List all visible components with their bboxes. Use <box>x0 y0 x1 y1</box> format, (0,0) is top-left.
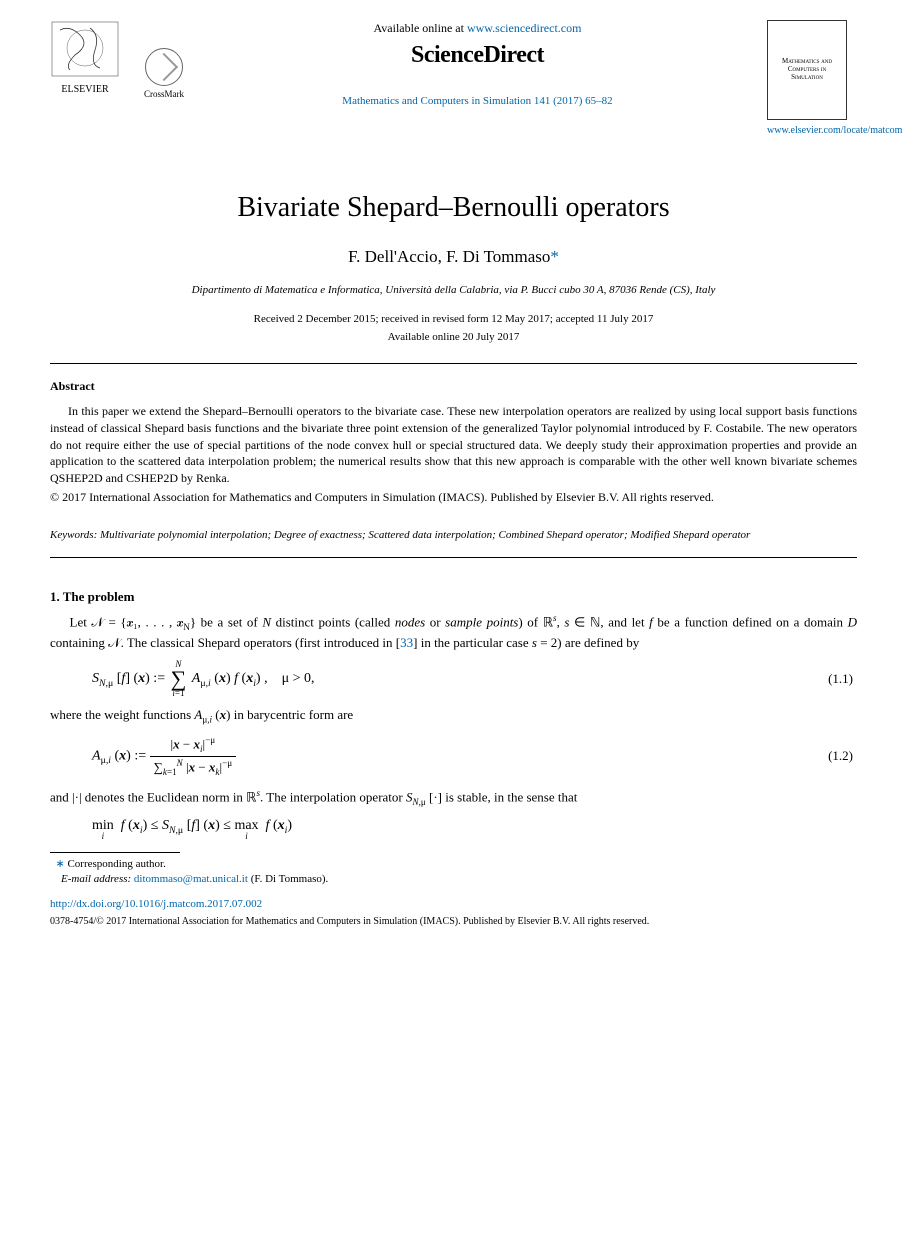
journal-locate-line: www.elsevier.com/locate/matcom <box>767 124 857 138</box>
affiliation: Dipartimento di Matematica e Informatica… <box>50 283 857 298</box>
equation-1-1-number: (1.1) <box>828 670 857 688</box>
left-logos: ELSEVIER CrossMark <box>50 20 188 100</box>
journal-reference: Mathematics and Computers in Simulation … <box>198 94 757 109</box>
elsevier-logo: ELSEVIER <box>50 20 120 100</box>
keywords-text: Multivariate polynomial interpolation; D… <box>97 529 750 541</box>
abstract-block: Abstract In this paper we extend the She… <box>50 378 857 506</box>
footnote-email: E-mail address: ditommaso@mat.unical.it … <box>50 872 857 887</box>
footnote-star: ∗ <box>56 858 65 870</box>
history-line-1: Received 2 December 2015; received in re… <box>50 312 857 327</box>
keywords-label: Keywords: <box>50 529 97 541</box>
section-1-para-1: Let 𝒩 = {𝒙₁, . . . , 𝒙N} be a set of N d… <box>50 612 857 652</box>
authors-names: F. Dell'Accio, F. Di Tommaso <box>348 247 550 266</box>
header-center: Available online at www.sciencedirect.co… <box>188 20 767 110</box>
footnote-corr-label: Corresponding author. <box>67 858 165 870</box>
footnote-email-label: E-mail address: <box>61 873 131 885</box>
doi-link[interactable]: http://dx.doi.org/10.1016/j.matcom.2017.… <box>50 898 262 910</box>
rule-top <box>50 363 857 364</box>
equation-1-1-body: SN,μ [f] (x) := N∑i=1 Aμ,i (x) f (xi) , … <box>50 660 828 698</box>
journal-locate-link[interactable]: www.elsevier.com/locate/matcom <box>767 125 902 136</box>
title-block: Bivariate Shepard–Bernoulli operators F.… <box>50 188 857 345</box>
section-1-para-2: where the weight functions Aμ,i (x) in b… <box>50 706 857 726</box>
abstract-heading: Abstract <box>50 378 857 395</box>
available-online-line: Available online at www.sciencedirect.co… <box>198 20 757 37</box>
footnote-email-who: (F. Di Tommaso). <box>248 873 328 885</box>
equation-1-2: Aμ,i (x) := |x − xi|−μ ∑k=1N |x − xk|−μ … <box>50 734 857 778</box>
footnote-rule <box>50 852 180 853</box>
article-title: Bivariate Shepard–Bernoulli operators <box>50 188 857 227</box>
footnote-email-link[interactable]: ditommaso@mat.unical.it <box>134 873 248 885</box>
footnote-corresponding: ∗ Corresponding author. <box>50 857 857 872</box>
sciencedirect-url-link[interactable]: www.sciencedirect.com <box>467 21 582 35</box>
equation-minmax: mini f (xi) ≤ SN,μ [f] (x) ≤ maxi f (xi) <box>50 816 857 838</box>
crossmark-label: CrossMark <box>144 89 184 99</box>
equation-1-1: SN,μ [f] (x) := N∑i=1 Aμ,i (x) f (xi) , … <box>50 660 857 698</box>
footer-copyright: 0378-4754/© 2017 International Associati… <box>50 915 857 929</box>
ref-33-link[interactable]: 33 <box>400 635 413 650</box>
doi-line: http://dx.doi.org/10.1016/j.matcom.2017.… <box>50 897 857 912</box>
elsevier-text: ELSEVIER <box>61 84 109 95</box>
crossmark-badge[interactable]: CrossMark <box>140 48 188 101</box>
page-header: ELSEVIER CrossMark Available online at w… <box>50 20 857 138</box>
available-online-prefix: Available online at <box>374 21 467 35</box>
journal-cover-block: Mathematics and Computers in Simulation … <box>767 20 857 138</box>
section-1-para-3: and |·| denotes the Euclidean norm in ℝs… <box>50 787 857 809</box>
sciencedirect-brand: ScienceDirect <box>198 39 757 73</box>
journal-cover-image: Mathematics and Computers in Simulation <box>767 20 847 120</box>
equation-minmax-body: mini f (xi) ≤ SN,μ [f] (x) ≤ maxi f (xi) <box>50 816 857 838</box>
equation-1-2-number: (1.2) <box>828 747 857 765</box>
abstract-copyright: © 2017 International Association for Mat… <box>50 489 857 506</box>
abstract-text: In this paper we extend the Shepard–Bern… <box>50 403 857 487</box>
equation-1-2-body: Aμ,i (x) := |x − xi|−μ ∑k=1N |x − xk|−μ <box>50 734 828 778</box>
authors-line: F. Dell'Accio, F. Di Tommaso* <box>50 245 857 269</box>
corresponding-author-marker[interactable]: * <box>550 247 559 266</box>
rule-bottom <box>50 557 857 558</box>
crossmark-icon <box>145 48 183 86</box>
history-line-2: Available online 20 July 2017 <box>50 330 857 345</box>
journal-ref-link[interactable]: Mathematics and Computers in Simulation … <box>342 95 612 107</box>
keywords-block: Keywords: Multivariate polynomial interp… <box>50 528 857 543</box>
section-1-heading: 1. The problem <box>50 588 857 606</box>
journal-cover-text: Mathematics and Computers in Simulation <box>772 58 842 81</box>
